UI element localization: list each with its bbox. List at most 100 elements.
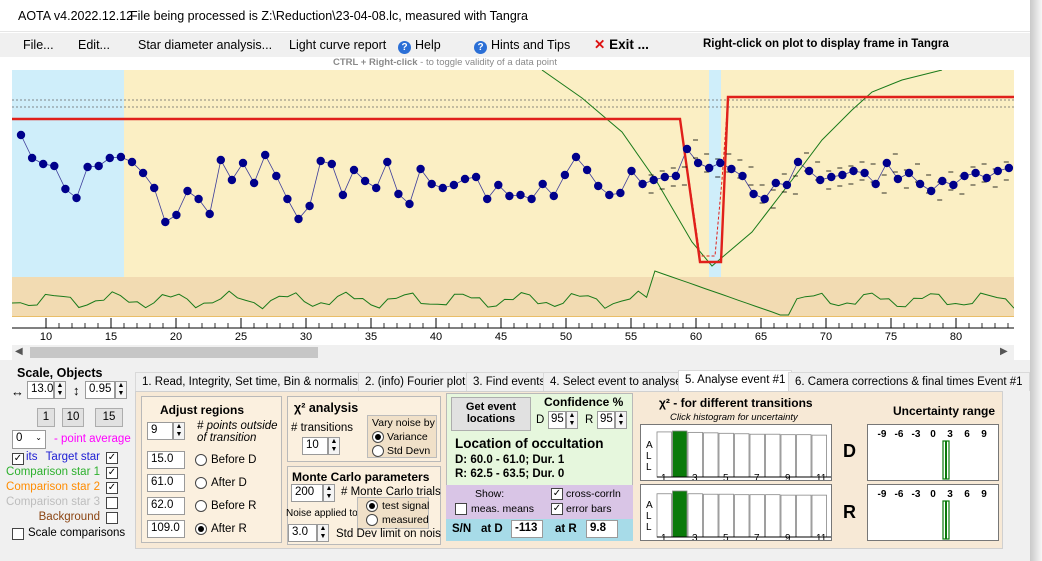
points-outside-stepper[interactable]: ▲ ▼ — [173, 422, 185, 440]
target-star-point[interactable] — [50, 161, 59, 171]
target-star-point[interactable] — [849, 166, 858, 176]
confidence-r-stepper[interactable]: ▲ ▼ — [615, 411, 627, 429]
points-outside-input[interactable]: 9 — [147, 422, 173, 440]
after-d-radio[interactable] — [195, 477, 207, 489]
target-star-point[interactable] — [793, 157, 803, 167]
transitions-stepper[interactable]: ▲ ▼ — [328, 437, 340, 455]
target-star-point[interactable] — [982, 173, 991, 183]
target-star-point[interactable] — [816, 175, 825, 185]
scroll-right-icon[interactable]: ▶ — [1000, 346, 1008, 357]
tab-read-integrity[interactable]: 1. Read, Integrity, Set time, Bin & norm… — [135, 372, 372, 391]
target-star-point[interactable] — [105, 153, 115, 163]
after-r-input[interactable]: 109.0 — [147, 520, 185, 538]
target-star-point[interactable] — [72, 193, 81, 203]
object-checkbox[interactable] — [106, 512, 118, 524]
target-star-point[interactable] — [616, 188, 625, 198]
plot-scrollbar[interactable]: ◀ ▶ — [12, 345, 1014, 360]
target-star-point[interactable] — [205, 209, 214, 219]
target-star-point[interactable] — [505, 191, 514, 201]
monte-carlo-trials-stepper[interactable]: ▲ ▼ — [323, 484, 335, 502]
histogram-r[interactable]: ALL 1 3 5 7 9 11 — [640, 484, 832, 541]
target-star-point[interactable] — [771, 178, 780, 188]
target-star-point[interactable] — [172, 210, 181, 220]
target-star-point[interactable] — [760, 194, 769, 204]
scale-button-10[interactable]: 10 — [62, 408, 84, 427]
std-dev-limit-input[interactable]: 3.0 — [288, 524, 317, 542]
target-star-point[interactable] — [582, 165, 592, 175]
histogram-bar[interactable] — [796, 494, 812, 538]
target-star-point[interactable] — [27, 153, 37, 163]
target-star-point[interactable] — [716, 158, 725, 168]
target-star-point[interactable] — [882, 158, 891, 168]
target-star-point[interactable] — [549, 191, 558, 201]
target-star-point[interactable] — [360, 176, 370, 186]
before-r-input[interactable]: 62.0 — [147, 497, 185, 515]
histogram-bar[interactable] — [656, 493, 672, 538]
target-star-point[interactable] — [39, 159, 48, 169]
target-star-point[interactable] — [483, 194, 492, 204]
target-star-point[interactable] — [83, 162, 92, 172]
target-star-point[interactable] — [649, 175, 658, 185]
target-star-point[interactable] — [383, 157, 392, 167]
target-star-point[interactable] — [427, 179, 436, 189]
error-bars-checkbox[interactable]: ✓ — [551, 503, 563, 515]
scale-comparisons-checkbox[interactable] — [12, 528, 24, 540]
scale-button-15[interactable]: 15 — [95, 408, 123, 427]
histogram-bar[interactable] — [687, 493, 703, 538]
target-star-point[interactable] — [438, 183, 447, 193]
target-star-point[interactable] — [216, 155, 225, 165]
target-points-checkbox[interactable]: ✓ — [12, 453, 24, 465]
target-star-point[interactable] — [804, 166, 814, 176]
menu-light-curve-report[interactable]: Light curve report — [289, 38, 387, 52]
h-scale-stepper[interactable]: ▲ ▼ — [54, 381, 66, 399]
target-star-point[interactable] — [538, 179, 547, 189]
v-scale-input[interactable]: 0.95 — [85, 381, 115, 399]
target-star-point[interactable] — [927, 186, 936, 196]
target-star-point[interactable] — [938, 176, 947, 186]
h-scale-input[interactable]: 13.0 — [27, 381, 54, 399]
menu-edit[interactable]: Edit... — [78, 38, 110, 52]
target-star-point[interactable] — [261, 150, 270, 160]
tab-analyse-event[interactable]: 5. Analyse event #1 — [678, 370, 793, 392]
target-star-point[interactable] — [494, 180, 503, 190]
confidence-r-input[interactable]: 95 — [597, 411, 615, 429]
target-star-point[interactable] — [627, 166, 636, 176]
test-signal-radio[interactable] — [366, 500, 378, 512]
target-star-point[interactable] — [560, 170, 570, 180]
histogram-bar[interactable] — [811, 494, 827, 538]
target-star-point[interactable] — [782, 180, 792, 190]
after-d-input[interactable]: 61.0 — [147, 474, 185, 492]
target-star-point[interactable] — [949, 180, 958, 190]
point-average-select[interactable]: 0 ⌄ — [12, 430, 46, 449]
target-star-point[interactable] — [150, 183, 159, 193]
target-star-point[interactable] — [738, 171, 747, 181]
target-star-point[interactable] — [405, 199, 414, 209]
confidence-d-stepper[interactable]: ▲ ▼ — [566, 411, 578, 429]
histogram-bar[interactable] — [749, 433, 765, 478]
target-star-point[interactable] — [316, 156, 325, 166]
std-dev-limit-stepper[interactable]: ▲ ▼ — [317, 524, 329, 542]
light-curve-plot[interactable]: 10 15 20 25 30 35 40 45 50 55 60 65 70 75 80 — [12, 70, 1014, 344]
target-star-point[interactable] — [605, 190, 614, 200]
histogram-bar[interactable] — [703, 493, 719, 538]
histogram-bar[interactable] — [718, 432, 734, 478]
monte-carlo-trials-input[interactable]: 200 — [291, 484, 323, 502]
cross-corrln-checkbox[interactable]: ✓ — [551, 488, 563, 500]
target-star-point[interactable] — [61, 184, 70, 194]
target-star-point[interactable] — [705, 163, 714, 173]
target-star-point[interactable] — [838, 170, 847, 180]
measured-radio[interactable] — [366, 514, 378, 526]
tab-camera-corrections[interactable]: 6. Camera corrections & final times Even… — [788, 372, 1030, 391]
target-star-point[interactable] — [227, 175, 237, 185]
object-checkbox[interactable] — [106, 497, 118, 509]
histogram-bar[interactable] — [703, 432, 719, 478]
target-star-point[interactable] — [349, 165, 359, 175]
target-star-point[interactable] — [16, 130, 26, 140]
histogram-bar[interactable] — [656, 431, 672, 478]
tab-fourier[interactable]: 2. (info) Fourier plot — [358, 372, 473, 391]
object-checkbox[interactable]: ✓ — [106, 452, 118, 464]
histogram-bar[interactable] — [780, 494, 796, 538]
target-star-point[interactable] — [127, 157, 137, 167]
target-star-point[interactable] — [971, 168, 980, 178]
target-star-point[interactable] — [327, 159, 336, 169]
